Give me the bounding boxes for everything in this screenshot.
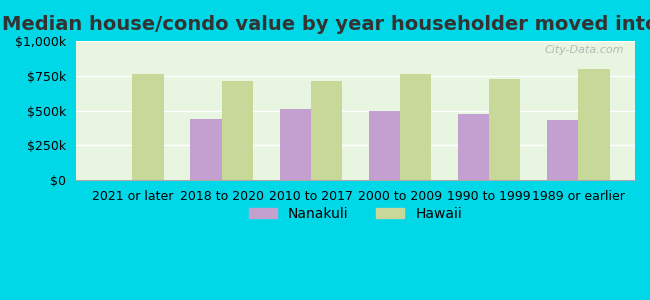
Bar <box>280 109 311 180</box>
Bar <box>222 81 253 180</box>
Title: Median house/condo value by year householder moved into unit: Median house/condo value by year househo… <box>2 15 650 34</box>
Legend: Nanakuli, Hawaii: Nanakuli, Hawaii <box>243 201 467 226</box>
Bar <box>133 74 164 180</box>
Text: City-Data.com: City-Data.com <box>544 45 624 55</box>
Bar <box>311 81 342 180</box>
Bar <box>547 120 578 180</box>
Bar <box>400 74 431 180</box>
Bar <box>190 119 222 180</box>
Bar <box>489 79 521 180</box>
Bar <box>578 69 610 180</box>
Bar <box>369 111 400 180</box>
Bar <box>458 114 489 180</box>
